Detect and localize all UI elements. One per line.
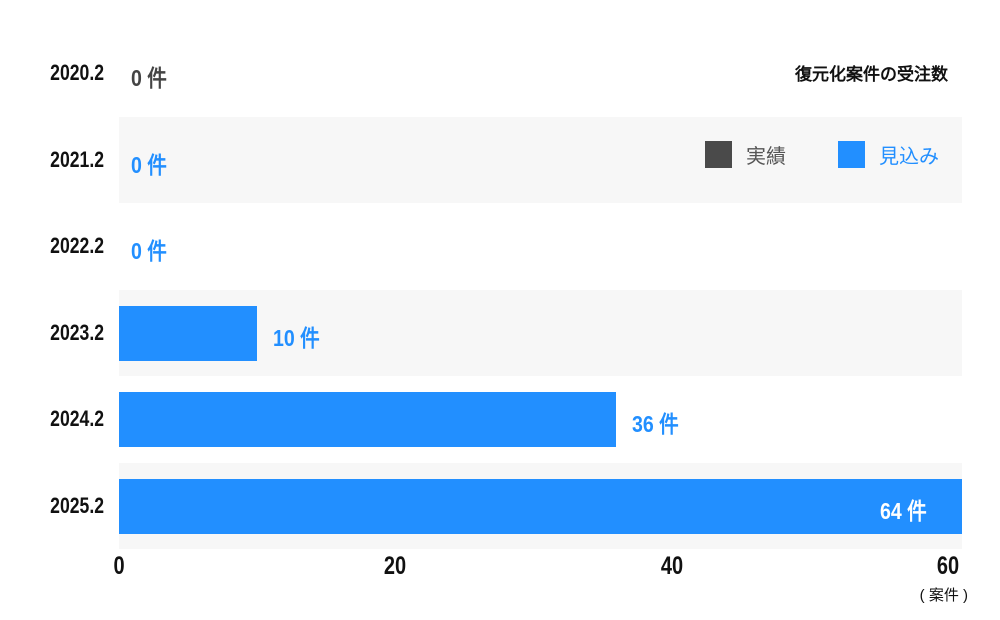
value-label: 0 件 (131, 238, 167, 265)
value-label: 36 件 (632, 411, 680, 438)
row-band (119, 116, 962, 203)
x-tick-label: 40 (660, 552, 683, 580)
legend-item-forecast: 見込み (838, 140, 939, 169)
x-axis-unit: ( 案件 ) (919, 587, 968, 604)
legend-label-actual: 実績 (746, 146, 786, 168)
bar (119, 305, 258, 361)
bar (119, 478, 962, 534)
legend-item-actual: 実績 (705, 140, 786, 169)
legend-swatch-actual (705, 141, 732, 168)
x-tick-label: 60 (936, 552, 960, 580)
value-label: 0 件 (131, 65, 167, 92)
y-tick-label: 2021.2 (50, 146, 104, 172)
y-tick-label: 2023.2 (50, 319, 104, 345)
x-tick-label: 0 (113, 552, 125, 580)
x-tick-label: 20 (384, 552, 407, 580)
y-tick-label: 2024.2 (50, 406, 104, 432)
value-label: 10 件 (273, 324, 320, 351)
bar (119, 392, 617, 448)
row-band (119, 289, 962, 376)
y-tick-label: 2020.2 (50, 60, 104, 86)
y-tick-label: 2022.2 (50, 233, 104, 259)
legend-label-forecast: 見込み (879, 146, 939, 168)
chart-title: 復元化案件の受注数 (795, 65, 948, 84)
value-label: 0 件 (131, 151, 167, 178)
value-label: 64 件 (880, 497, 927, 524)
y-tick-label: 2025.2 (50, 492, 104, 518)
legend-swatch-forecast (838, 141, 865, 168)
